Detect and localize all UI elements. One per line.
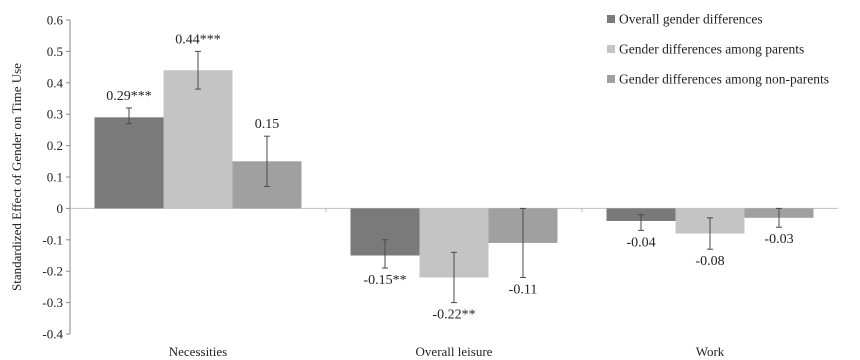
data-label: 0.29***	[106, 89, 152, 104]
data-label: -0.08	[695, 254, 724, 269]
data-label: -0.04	[626, 235, 655, 250]
legend-label: Gender differences among parents	[619, 42, 804, 57]
bar	[163, 70, 233, 209]
bar	[94, 117, 164, 209]
legend-swatch	[607, 15, 615, 23]
data-label: 0.15	[255, 117, 280, 132]
y-tick-label: -0.3	[42, 295, 63, 310]
data-label: -0.03	[764, 232, 793, 247]
y-tick-label: 0	[57, 201, 64, 216]
legend-swatch	[607, 45, 615, 53]
y-tick-label: -0.2	[42, 264, 63, 279]
x-category-label: Work	[696, 344, 725, 359]
y-tick-label: -0.1	[42, 232, 63, 247]
legend-swatch	[607, 75, 615, 83]
x-category-label: Necessities	[169, 344, 227, 359]
data-label: -0.11	[509, 282, 538, 297]
x-category-label: Overall leisure	[416, 344, 493, 359]
y-tick-label: 0.1	[47, 170, 63, 185]
data-label: 0.44***	[175, 32, 221, 47]
y-tick-label: 0.6	[47, 13, 64, 28]
data-label: -0.15**	[363, 273, 406, 288]
y-tick-label: 0.5	[47, 44, 63, 59]
y-axis-title: Standardized Effect of Gender on Time Us…	[9, 63, 24, 291]
legend-label: Gender differences among non-parents	[619, 72, 829, 87]
y-tick-label: 0.3	[47, 107, 63, 122]
data-label: -0.22**	[432, 308, 475, 323]
y-tick-label: 0.2	[47, 138, 63, 153]
y-tick-label: 0.4	[47, 75, 64, 90]
y-tick-label: -0.4	[42, 327, 63, 342]
legend-label: Overall gender differences	[619, 12, 763, 27]
